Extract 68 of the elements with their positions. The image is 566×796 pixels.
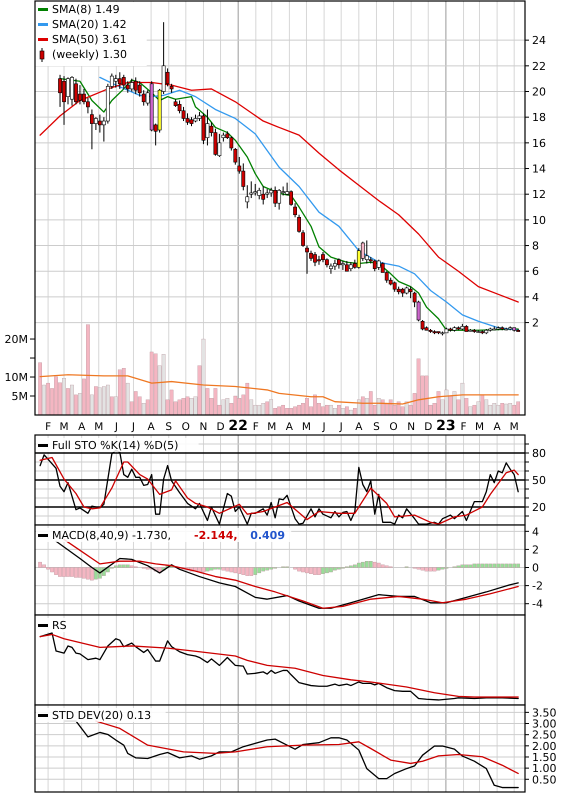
x-tick-label: M	[510, 421, 519, 433]
y-tick-label: 18	[532, 111, 546, 124]
text: -2.144,	[194, 529, 238, 542]
y-tick-label: 4	[532, 525, 539, 538]
x-tick-label: J	[338, 421, 343, 433]
y-tick-label: -2	[532, 580, 543, 593]
x-tick-label: M	[302, 421, 311, 433]
y2-tick-label: 10M	[4, 371, 28, 384]
x-tick-label: D	[216, 421, 225, 433]
y-tick-label: 1.00	[532, 762, 556, 776]
y-tick-label: 2.00	[532, 740, 556, 753]
y-tick-label: 6	[532, 265, 539, 278]
y-tick-label: 20	[532, 501, 546, 514]
x-tick-label: M	[94, 421, 104, 433]
x-tick-label: F	[252, 421, 259, 433]
y-tick-label: 16	[532, 136, 546, 150]
legend-label: Full STO %K(14) %D(5)	[52, 439, 178, 452]
y-tick-label: 14	[532, 162, 546, 176]
y-tick-label: 8	[532, 240, 539, 253]
x-tick-label: O	[182, 421, 190, 433]
x-tick-label: A	[494, 421, 502, 433]
y-tick-label: 0	[532, 562, 539, 575]
x-tick-label: O	[389, 421, 398, 433]
legend-label: (weekly) 1.30	[52, 48, 128, 61]
y-tick-label: 24	[532, 34, 546, 48]
y-tick-label: 80	[532, 447, 546, 460]
legend-label: RS	[52, 619, 67, 632]
y2-tick-label: 20M	[4, 333, 28, 346]
x-tick-label: D	[424, 421, 432, 433]
x-tick-label: S	[165, 421, 172, 433]
x-tick-label: M	[474, 421, 484, 433]
x-tick-label: 22	[228, 418, 248, 434]
legend-label: STD DEV(20) 0.13	[52, 709, 152, 722]
x-tick-label: N	[407, 421, 416, 433]
x-tick-label: A	[148, 421, 156, 433]
y-tick-label: 20	[532, 86, 546, 98]
y-tick-label: 3.50	[532, 706, 556, 720]
legend-label: MACD(8,40,9) -1.730,	[52, 529, 171, 542]
x-tick-label: A	[78, 421, 86, 433]
annotation: 0.409	[250, 529, 285, 542]
x-tick-label: J	[130, 421, 136, 433]
x-tick-label: F	[45, 421, 52, 433]
y-tick-label: 10	[532, 214, 546, 227]
y-tick-label: 2	[532, 543, 539, 556]
legend-label: SMA(50) 3.61	[52, 33, 127, 46]
y-tick-label: 1.50	[532, 750, 556, 764]
x-tick-label: J	[322, 421, 326, 433]
y-tick-label: -4	[532, 598, 543, 611]
y-tick-label: 4	[532, 290, 539, 304]
legend-label: SMA(8) 1.49	[52, 3, 120, 16]
x-tick-label: A	[286, 421, 294, 433]
y-tick-label: 50	[532, 474, 546, 487]
legend-label: SMA(20) 1.42	[52, 18, 127, 31]
x-tick-label: F	[460, 421, 467, 433]
y-tick-label: 0.50	[532, 773, 556, 786]
y-tick-label: 22	[532, 60, 546, 73]
x-tick-label: M	[267, 421, 276, 433]
y2-tick-label: 5M	[12, 390, 28, 404]
x-tick-label: A	[355, 421, 364, 433]
x-tick-label: M	[59, 421, 69, 433]
x-tick-label: S	[373, 421, 380, 433]
y-tick-label: 2	[532, 316, 539, 330]
y-tick-label: 2.50	[532, 728, 556, 742]
x-tick-label: 23	[436, 418, 456, 434]
y-tick-label: 12	[532, 188, 546, 202]
x-tick-label: J	[114, 421, 118, 433]
x-tick-label: N	[200, 421, 208, 433]
y-tick-label: 3.00	[532, 718, 556, 731]
